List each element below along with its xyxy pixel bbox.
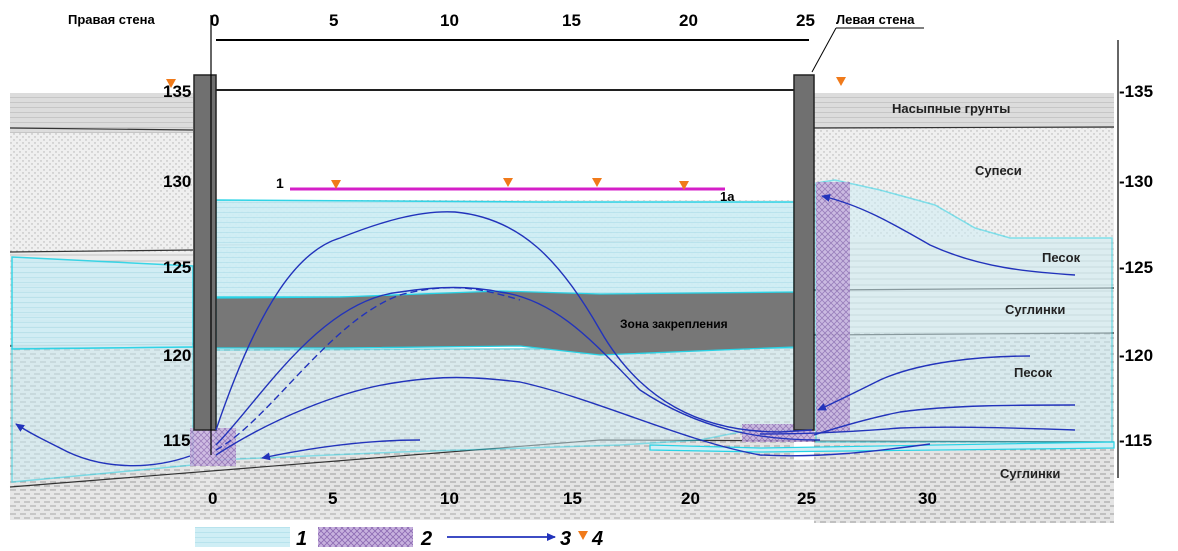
- flow-line: [215, 376, 931, 457]
- left-axis-tick-label: 125: [163, 258, 191, 277]
- legend-number-4: 4: [591, 528, 603, 550]
- right-axis-tick-label: -130: [1119, 172, 1153, 191]
- loam-lower-label: Суглинки: [1000, 466, 1060, 481]
- sand-upper-label: Песок: [1042, 250, 1081, 265]
- section-start-label: 1: [276, 175, 284, 191]
- loam-upper-label: Суглинки: [1005, 302, 1065, 317]
- bottom-axis-tick-label: 30: [918, 489, 937, 508]
- legend-number-3: 3: [560, 528, 571, 550]
- right-axis: -135 -130 -125 -120 -115: [1117, 40, 1153, 478]
- legend-swatch-2: [318, 527, 413, 547]
- grouted-zones: [11, 179, 1115, 483]
- right-fill-soil-layer: [814, 93, 1114, 128]
- right-axis-tick-label: -135: [1119, 82, 1153, 101]
- left-axis-tick-label: 120: [163, 346, 191, 365]
- water-level-marker: [503, 178, 513, 187]
- right-wall-label: Правая стена: [68, 12, 155, 27]
- section-line-group: 1 1а: [276, 175, 735, 204]
- flow-line: [261, 439, 421, 461]
- bottom-axis: 0 5 10 15 20 25 30: [208, 489, 937, 508]
- fixing-zone-group: Зона закрепления: [215, 290, 795, 356]
- strata-boundary: [9, 249, 194, 253]
- bottom-axis-tick-label: 20: [681, 489, 700, 508]
- top-axis-tick-label: 20: [679, 11, 698, 30]
- jet-column-right: [816, 182, 850, 432]
- bottom-axis-tick-label: 5: [328, 489, 337, 508]
- level-markers: [166, 77, 846, 190]
- excavation: [216, 39, 809, 198]
- bottom-axis-tick-label: 0: [208, 489, 217, 508]
- left-axis-tick-label: 115: [163, 431, 190, 450]
- water-level-marker: [166, 79, 176, 88]
- bottom-loam-band: [10, 460, 1114, 520]
- grouted-zone-upper: [215, 199, 795, 298]
- legend-swatch-1: [195, 527, 290, 547]
- right-axis-tick-label: -115: [1119, 431, 1152, 450]
- legend-number-1: 1: [296, 528, 307, 550]
- sand-lower-label: Песок: [1014, 365, 1053, 380]
- left-wall: [793, 74, 815, 431]
- top-axis-tick-label: 5: [329, 11, 338, 30]
- legend: 1 2 3 4: [195, 527, 603, 550]
- legend-number-2: 2: [420, 528, 432, 550]
- left-wall-label: Левая стена: [836, 12, 915, 27]
- left-sandy-loam-layer: [10, 133, 193, 253]
- flow-line: [759, 426, 1076, 435]
- grouted-zone-lower-left: [11, 346, 194, 483]
- water-level-marker: [679, 181, 689, 190]
- right-axis-tick-label: -120: [1119, 346, 1153, 365]
- top-axis-tick-label: 10: [440, 11, 459, 30]
- left-axis: 135 130 125 120 115: [163, 15, 212, 455]
- left-axis-tick-label: 130: [163, 172, 191, 191]
- water-level-marker: [331, 180, 341, 189]
- flow-line: [15, 423, 191, 467]
- top-axis-tick-label: 0: [210, 11, 219, 30]
- bottom-axis-tick-label: 15: [563, 489, 582, 508]
- left-wall-leader: [811, 27, 837, 73]
- top-axis-tick-label: 15: [562, 11, 581, 30]
- flow-line: [813, 404, 1076, 436]
- strata-boundary: [813, 126, 1115, 129]
- section-end-label: 1а: [720, 189, 735, 204]
- left-axis-tick-label: 135: [163, 82, 191, 101]
- left-fill-soil-layer: [10, 93, 193, 133]
- water-level-marker: [836, 77, 846, 86]
- flow-line: [215, 286, 821, 446]
- strata-boundary: [9, 127, 194, 131]
- water-level-marker: [592, 178, 602, 187]
- grouted-zone-base: [649, 441, 1115, 453]
- legend-triangle-4: [578, 531, 588, 540]
- right-wall: [193, 74, 217, 431]
- excavation-pit: [216, 40, 809, 198]
- top-axis-tick-label: 25: [796, 11, 815, 30]
- flow-line: [215, 287, 521, 451]
- right-axis-tick-label: -125: [1119, 258, 1153, 277]
- flow-line: [215, 211, 813, 433]
- sandy-loam-label: Супеси: [975, 163, 1022, 178]
- fill-soils-label: Насыпные грунты: [892, 101, 1010, 116]
- flow-line: [821, 193, 1076, 276]
- flow-lines: [15, 193, 1076, 467]
- top-axis: 0 5 10 15 20 25: [210, 11, 815, 41]
- bottom-axis-tick-label: 10: [440, 489, 459, 508]
- fixing-zone-label: Зона закрепления: [620, 317, 728, 331]
- bottom-axis-tick-label: 25: [797, 489, 816, 508]
- flow-line: [817, 355, 1031, 411]
